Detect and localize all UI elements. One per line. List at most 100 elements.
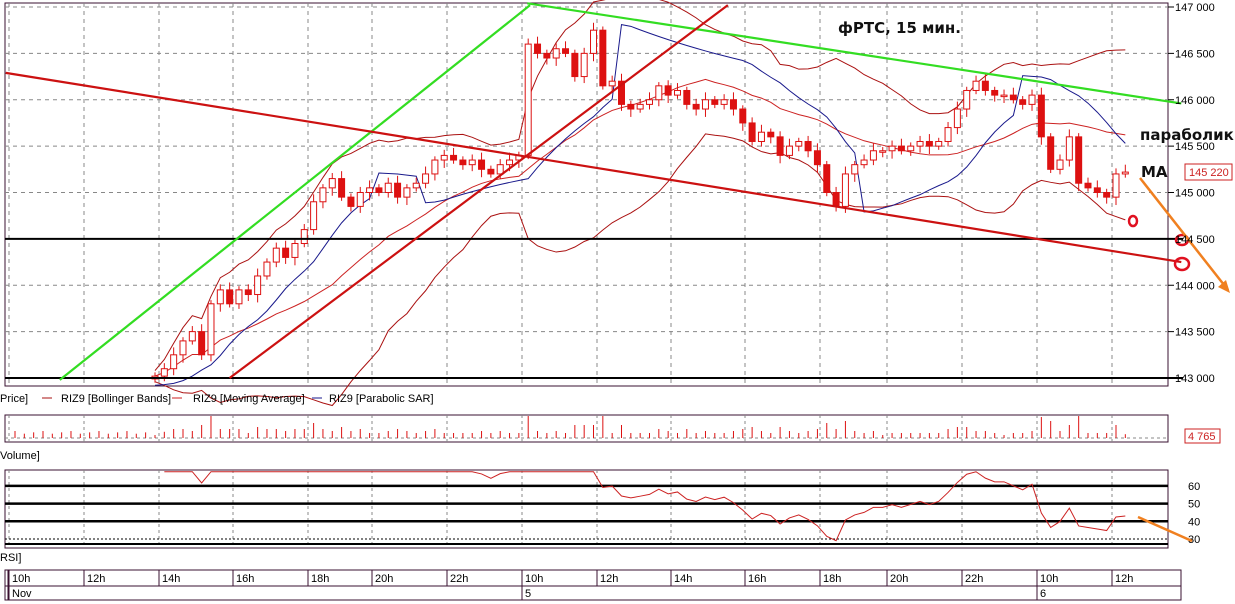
marker-circle bbox=[1127, 214, 1139, 228]
candle-body bbox=[1028, 94, 1036, 105]
candle-body bbox=[907, 145, 915, 152]
candle-body bbox=[888, 145, 896, 152]
candle-body bbox=[282, 247, 290, 258]
hour-label: 20h bbox=[375, 573, 393, 585]
volume-panel bbox=[4, 414, 1169, 443]
candle-body bbox=[468, 159, 476, 166]
price-axis: 147 000 146 500 146 000 145 500 145 000 144 5… bbox=[1168, 2, 1215, 385]
candle-body bbox=[627, 103, 635, 110]
candle-body bbox=[310, 201, 318, 231]
trend-lines bbox=[5, 2, 1230, 381]
trend-line bbox=[228, 4, 729, 379]
candle-body bbox=[739, 108, 747, 124]
candle-body bbox=[375, 187, 383, 194]
date-label: Nov bbox=[12, 588, 32, 600]
hour-label: 12h bbox=[1115, 573, 1133, 585]
candle-body bbox=[226, 289, 234, 305]
candle-body bbox=[300, 229, 308, 245]
candle-body bbox=[1019, 99, 1027, 105]
candle-body bbox=[384, 182, 392, 194]
candle-body bbox=[440, 154, 448, 161]
candle-body bbox=[673, 89, 681, 96]
candle-body bbox=[1056, 159, 1064, 170]
bollinger-lower bbox=[154, 133, 1126, 407]
candle-body bbox=[179, 340, 187, 356]
time-axis-frame bbox=[4, 569, 1182, 601]
candle-body bbox=[1103, 192, 1111, 198]
price-tick-label: 146 500 bbox=[1175, 48, 1215, 60]
candle-body bbox=[459, 159, 467, 166]
candle-body bbox=[1121, 171, 1129, 175]
candle-body bbox=[394, 182, 402, 198]
volume-label: Volume] bbox=[0, 450, 40, 462]
chart-title: фРТС, 15 мин. bbox=[838, 19, 961, 37]
candle-body bbox=[403, 187, 411, 198]
candle-body bbox=[534, 43, 542, 54]
candle-body bbox=[701, 99, 709, 110]
candle-body bbox=[571, 52, 579, 78]
annotation-ma: MA bbox=[1141, 163, 1168, 181]
last-price-label: 145 220 bbox=[1189, 167, 1229, 179]
price-tick-label: 144 000 bbox=[1175, 280, 1215, 292]
candle-body bbox=[478, 159, 486, 170]
hour-label: 14h bbox=[162, 573, 180, 585]
hour-label: 22h bbox=[450, 573, 468, 585]
candle-body bbox=[832, 192, 840, 207]
candle-body bbox=[1112, 173, 1120, 198]
candle-body bbox=[664, 85, 672, 96]
arrow-head-icon bbox=[1218, 280, 1230, 293]
volume-value-tag bbox=[1184, 428, 1221, 444]
candle-body bbox=[1093, 187, 1101, 194]
candle-body bbox=[450, 154, 458, 161]
hour-label: 22h bbox=[965, 573, 983, 585]
candle-body bbox=[795, 140, 803, 147]
parabolic-sar bbox=[154, 24, 1126, 386]
price-tick-label: 143 500 bbox=[1175, 327, 1215, 339]
legend: Price] RIZ9 [Bollinger Bands] RIZ9 [Movi… bbox=[0, 393, 434, 405]
candle-body bbox=[254, 275, 262, 296]
candle-body bbox=[1000, 94, 1008, 98]
candle-body bbox=[1009, 94, 1017, 101]
candle-body bbox=[487, 168, 495, 175]
candle-body bbox=[869, 150, 877, 161]
hour-label: 10h bbox=[1040, 573, 1058, 585]
candle-body bbox=[272, 247, 280, 263]
time-axis: 10h 12h 14h 16h 18h 20h 22h 10h 12h 14h 16h 18h 20h 2… bbox=[4, 569, 1182, 601]
candle-body bbox=[328, 178, 336, 189]
rsi-forecast-arrow bbox=[1137, 515, 1193, 543]
candle-body bbox=[580, 52, 588, 78]
candle-body bbox=[347, 196, 355, 207]
rsi-panel: 60 50 40 30 bbox=[4, 469, 1200, 549]
candle-body bbox=[729, 99, 737, 110]
trend-line bbox=[5, 71, 1182, 264]
candle-body bbox=[338, 178, 346, 198]
forecast-arrow bbox=[1139, 177, 1229, 291]
candle-body bbox=[776, 136, 784, 156]
hour-label: 16h bbox=[748, 573, 766, 585]
candle-body bbox=[170, 354, 178, 370]
hour-label: 10h bbox=[12, 573, 30, 585]
candle-body bbox=[860, 159, 868, 166]
candle-body bbox=[767, 131, 775, 138]
rsi-tick-label: 40 bbox=[1188, 516, 1200, 528]
candle-body bbox=[981, 80, 989, 91]
candle-body bbox=[1075, 136, 1083, 184]
price-tick-label: 145 500 bbox=[1175, 141, 1215, 153]
hour-label: 14h bbox=[674, 573, 692, 585]
price-tick-label: 147 000 bbox=[1175, 2, 1215, 14]
candle-body bbox=[720, 99, 728, 105]
candle-body bbox=[207, 303, 215, 356]
candle-body bbox=[618, 80, 625, 105]
candle-body bbox=[972, 80, 980, 91]
candle-body bbox=[1047, 136, 1055, 170]
price-tick-label: 146 000 bbox=[1175, 95, 1215, 107]
rsi-label: RSI] bbox=[0, 552, 21, 564]
candle-body bbox=[590, 29, 598, 54]
hour-label: 16h bbox=[236, 573, 254, 585]
hour-label: 12h bbox=[87, 573, 105, 585]
candle-body bbox=[1065, 136, 1073, 161]
candle-body bbox=[851, 164, 859, 175]
candle-body bbox=[897, 145, 905, 152]
candle-body bbox=[1037, 94, 1045, 138]
